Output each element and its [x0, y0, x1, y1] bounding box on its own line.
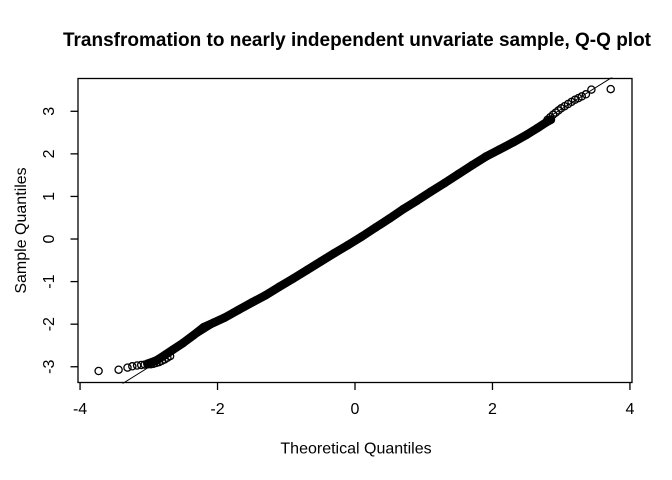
y-axis-tick-labels: -3 -2 -1 0 1 2 3 — [41, 107, 58, 374]
qq-reference-line — [121, 77, 613, 384]
x-axis-label: Theoretical Quantiles — [280, 441, 431, 458]
x-tick-label: 0 — [351, 401, 360, 418]
data-point — [199, 322, 209, 332]
x-axis-tick-labels: -4 -2 0 2 4 — [73, 401, 635, 418]
data-point — [357, 232, 367, 241]
y-tick-label: 0 — [41, 234, 58, 243]
data-point — [220, 313, 229, 323]
y-tick-label: 3 — [41, 107, 58, 116]
x-tick-label: -2 — [210, 401, 224, 418]
y-axis-ticks — [70, 110, 78, 368]
x-tick-label: 4 — [625, 401, 634, 418]
data-point — [114, 365, 123, 374]
x-tick-label: 2 — [488, 401, 497, 418]
qq-points — [94, 84, 615, 376]
data-point — [412, 196, 422, 205]
y-tick-label: 1 — [41, 192, 58, 201]
data-point — [587, 85, 596, 94]
y-tick-label: -2 — [41, 317, 58, 331]
x-tick-label: -4 — [73, 401, 87, 418]
y-axis-label: Sample Quantiles — [13, 167, 30, 293]
data-point — [467, 161, 477, 170]
data-point — [165, 351, 175, 361]
data-point — [398, 204, 408, 214]
data-point — [209, 318, 219, 327]
data-point — [495, 145, 504, 154]
data-point — [371, 223, 380, 232]
data-point — [532, 124, 542, 133]
x-axis-ticks — [79, 382, 631, 390]
data-point — [233, 305, 243, 315]
data-point — [94, 366, 103, 376]
data-point — [545, 112, 555, 122]
data-point — [606, 84, 615, 94]
data-point — [385, 214, 394, 223]
data-point — [128, 362, 137, 371]
chart-title: Transfromation to nearly independent unv… — [63, 30, 652, 51]
data-point — [288, 274, 298, 283]
data-point — [140, 360, 149, 369]
data-point — [247, 298, 257, 307]
data-point — [316, 257, 325, 266]
data-point — [440, 178, 449, 188]
data-point — [330, 248, 339, 258]
data-point — [581, 90, 591, 99]
data-point — [302, 265, 312, 275]
data-point — [481, 152, 490, 162]
data-point — [275, 282, 284, 291]
data-point — [178, 338, 188, 348]
y-tick-label: 2 — [41, 149, 58, 158]
plot-area — [94, 77, 615, 384]
data-point — [543, 115, 552, 125]
data-point — [453, 170, 463, 179]
qq-point-band — [143, 115, 556, 369]
data-point — [123, 363, 132, 372]
data-point — [343, 240, 353, 250]
y-tick-label: -1 — [41, 274, 58, 288]
data-point — [143, 359, 153, 369]
y-tick-label: -3 — [41, 360, 58, 374]
data-point — [577, 92, 587, 101]
data-point — [522, 130, 532, 139]
data-point — [508, 138, 518, 147]
data-point — [189, 330, 198, 340]
data-point — [261, 290, 270, 300]
data-point — [426, 187, 435, 197]
